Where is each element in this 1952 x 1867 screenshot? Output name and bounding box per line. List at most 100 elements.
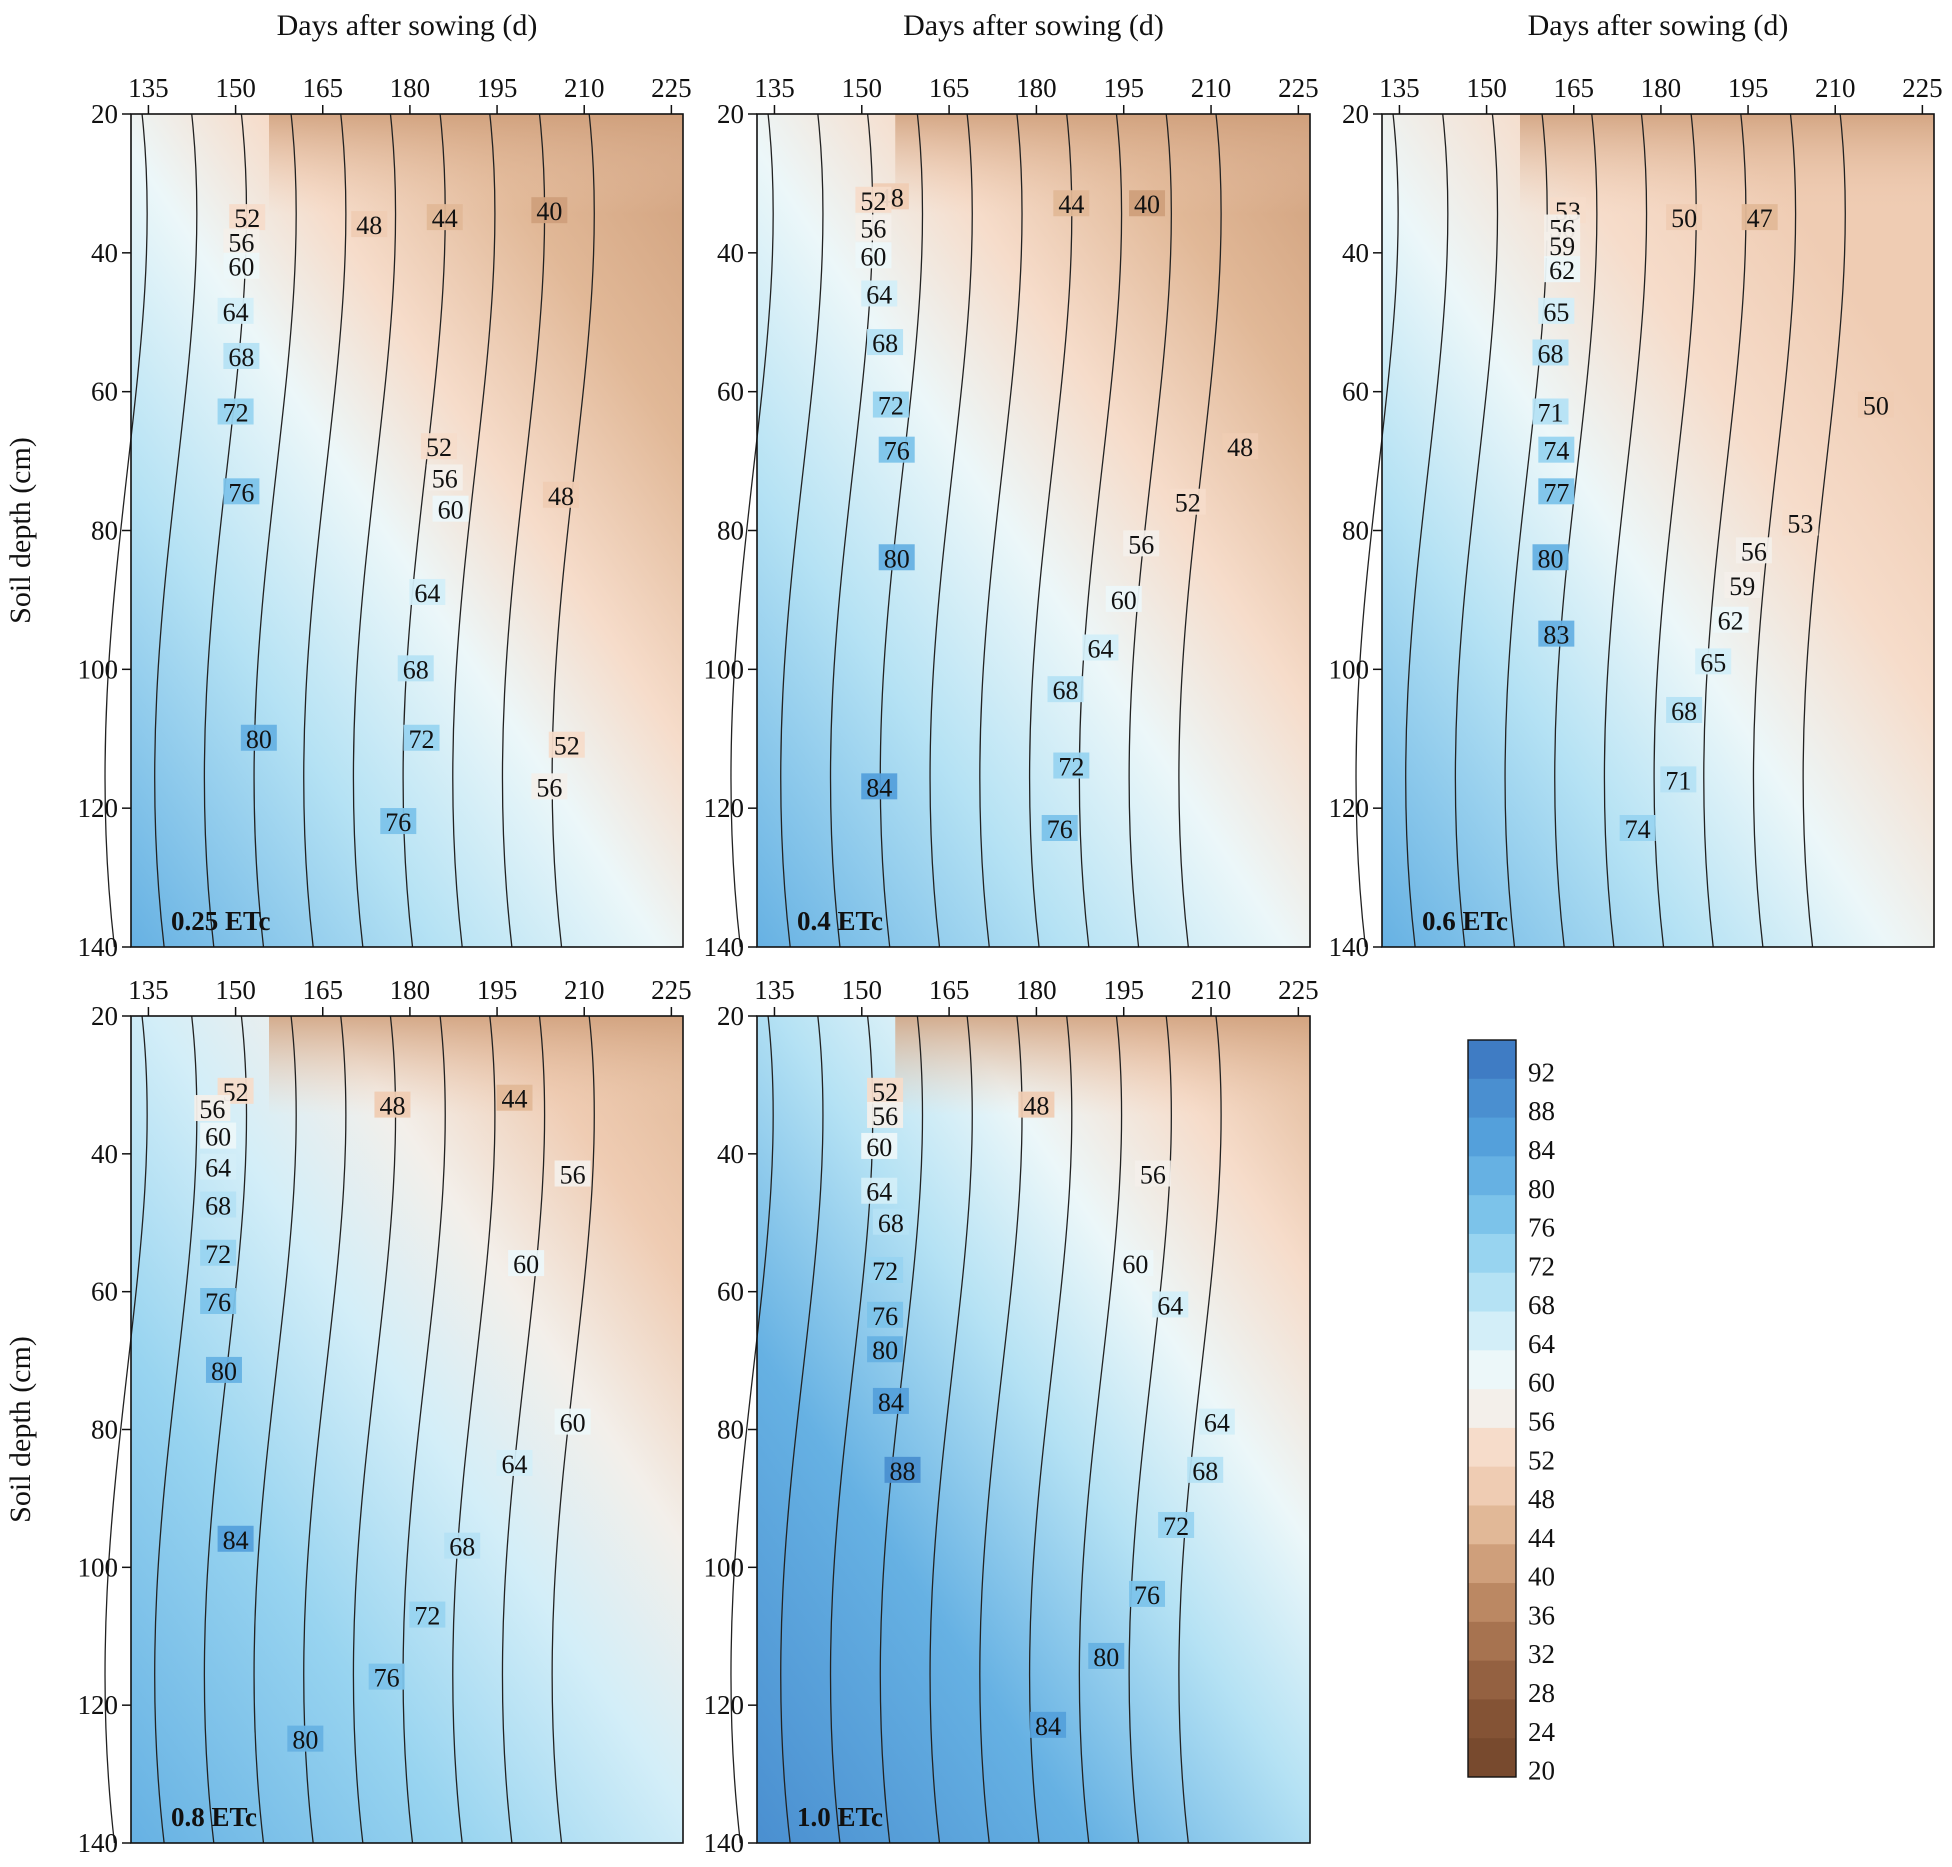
contour-label-bg xyxy=(1053,190,1090,217)
legend-label: 24 xyxy=(1528,1717,1556,1747)
legend-swatch xyxy=(1468,1738,1516,1778)
contour-label-bg xyxy=(1134,1160,1171,1187)
contour-line xyxy=(780,1015,824,1844)
legend-swatch xyxy=(1468,1195,1516,1235)
x-axis-title: Days after sowing (d) xyxy=(277,9,538,42)
contour-label-bg xyxy=(496,1084,533,1111)
contour-label-bg xyxy=(194,1095,231,1122)
x-axis-title: Days after sowing (d) xyxy=(1528,9,1789,42)
contour-label-bg xyxy=(508,1250,545,1277)
x-tick-label: 150 xyxy=(842,73,883,103)
contour-label-bg xyxy=(554,1408,591,1435)
contour-label-bg xyxy=(1735,537,1772,564)
contour-label: 68 xyxy=(872,329,898,358)
contour-label: 52 xyxy=(234,204,260,233)
contour-label-bg xyxy=(1053,752,1090,779)
legend-swatch xyxy=(1468,1466,1516,1506)
contour-label: 56 xyxy=(199,1095,225,1124)
contour-line xyxy=(253,113,297,948)
contour-label: 56 xyxy=(872,1102,898,1131)
legend-swatch xyxy=(1468,1427,1516,1468)
contour-label-bg xyxy=(872,1387,909,1414)
contour-label: 68 xyxy=(228,343,254,372)
contour-line xyxy=(929,1015,973,1844)
contour-label-bg xyxy=(1619,814,1656,841)
contour-label-bg xyxy=(1169,488,1206,515)
legend-swatch xyxy=(1468,1350,1516,1390)
contour-label-bg xyxy=(287,1725,324,1752)
contour-label: 52 xyxy=(1175,489,1201,518)
y-tick-label: 20 xyxy=(91,1001,118,1031)
legend-swatch xyxy=(1468,1621,1516,1662)
contour-label-bg xyxy=(1538,297,1575,324)
y-tick-label: 100 xyxy=(78,1552,119,1582)
contour-label: 60 xyxy=(560,1409,586,1438)
contour-label: 72 xyxy=(414,1602,440,1631)
y-tick-label: 140 xyxy=(78,932,119,962)
y-tick-label: 100 xyxy=(78,654,119,684)
contour-field xyxy=(1382,114,1934,947)
contour-label-bg xyxy=(1538,478,1575,505)
x-tick-label: 210 xyxy=(1191,975,1232,1005)
contour-label-bg xyxy=(1532,398,1569,425)
contour-label-bg xyxy=(1129,190,1166,217)
contour-label-bg xyxy=(374,1091,411,1118)
contour-line xyxy=(352,113,397,948)
contour-label: 40 xyxy=(1134,190,1160,219)
contour-label-bg xyxy=(1666,696,1703,723)
contour-label-bg xyxy=(223,478,260,505)
x-tick-label: 225 xyxy=(651,975,692,1005)
contour-line xyxy=(154,113,198,948)
legend-label: 68 xyxy=(1528,1290,1555,1320)
x-tick-label: 150 xyxy=(215,975,256,1005)
contour-line xyxy=(1454,113,1499,948)
y-tick-label: 80 xyxy=(91,1415,118,1445)
contour-label: 65 xyxy=(1543,298,1569,327)
contour-label: 44 xyxy=(1058,190,1084,219)
y-tick-label: 80 xyxy=(91,516,118,546)
y-tick-label: 40 xyxy=(1342,238,1369,268)
surface-dry-zone xyxy=(895,114,1310,214)
contour-line xyxy=(1752,113,1797,948)
legend-swatch xyxy=(1468,1078,1516,1119)
x-tick-label: 210 xyxy=(564,975,605,1005)
contour-label-bg xyxy=(1532,544,1569,571)
contour-label: 59 xyxy=(1729,572,1755,601)
y-tick-label: 60 xyxy=(717,1277,744,1307)
contour-label: 76 xyxy=(884,437,910,466)
contour-label: 84 xyxy=(223,1526,249,1555)
y-tick-label: 20 xyxy=(91,99,118,129)
contour-label: 68 xyxy=(1671,697,1697,726)
legend-label: 48 xyxy=(1528,1484,1555,1514)
y-tick-label: 140 xyxy=(704,932,745,962)
contour-label: 72 xyxy=(1058,753,1084,782)
contour-label: 68 xyxy=(878,1209,904,1238)
y-tick-label: 40 xyxy=(717,1139,744,1169)
y-tick-label: 60 xyxy=(91,1277,118,1307)
x-tick-label: 135 xyxy=(1379,73,1420,103)
contour-line xyxy=(1078,113,1123,948)
contour-label: 72 xyxy=(878,392,904,421)
contour-label: 68 xyxy=(403,655,429,684)
contour-line xyxy=(104,113,148,948)
legend-label: 28 xyxy=(1528,1678,1555,1708)
y-tick-label: 80 xyxy=(717,516,744,546)
contour-line xyxy=(1128,1015,1173,1844)
contour-line xyxy=(303,113,347,948)
y-tick-label: 40 xyxy=(91,1139,118,1169)
legend-swatch xyxy=(1468,1583,1516,1623)
legend-swatch xyxy=(1468,1272,1516,1313)
x-tick-label: 195 xyxy=(1728,73,1769,103)
x-axis-title: Days after sowing (d) xyxy=(903,9,1164,42)
y-tick-label: 120 xyxy=(78,793,119,823)
contour-label-bg xyxy=(205,1356,242,1383)
contour-label: 64 xyxy=(1087,635,1113,664)
contour-line xyxy=(1603,113,1648,948)
contour-label: 64 xyxy=(414,579,440,608)
contour-line xyxy=(501,1015,546,1844)
contour-label-bg xyxy=(554,1160,591,1187)
contour-label-bg xyxy=(223,228,260,255)
contour-label: 65 xyxy=(1700,648,1726,677)
contour-label-bg xyxy=(861,1177,898,1204)
